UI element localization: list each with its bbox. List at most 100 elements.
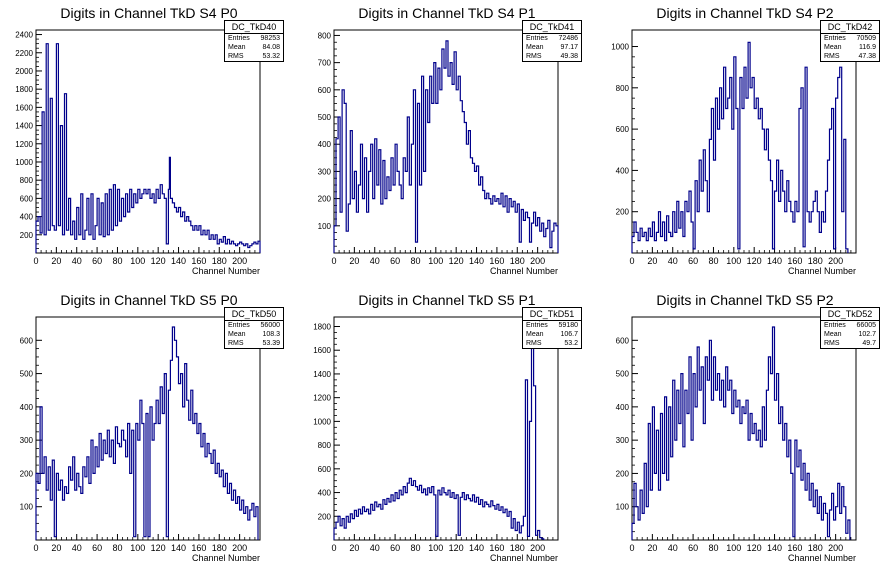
y-tick-label: 200 bbox=[20, 231, 34, 240]
y-tick-label: 500 bbox=[616, 370, 630, 379]
x-tick-label: 120 bbox=[747, 256, 762, 266]
stats-box: DC_TkD50 Entries 56000 Mean 108.3 RMS 53.39 bbox=[224, 307, 284, 349]
stats-row-mean: Mean 106.7 bbox=[523, 330, 581, 339]
histogram-plot: 100 200 300 400 500 600 0 20 40 60 80 100 120 140 160 1… bbox=[616, 316, 857, 563]
histogram-series bbox=[631, 326, 851, 540]
x-tick-label: 120 bbox=[747, 543, 762, 553]
y-tick-label: 200 bbox=[20, 469, 34, 478]
x-tick-label: 0 bbox=[33, 256, 38, 266]
y-tick-label: 200 bbox=[616, 208, 630, 217]
stats-value: 102.7 bbox=[858, 331, 876, 338]
stats-label: Entries bbox=[824, 35, 846, 42]
y-tick-label: 2400 bbox=[15, 31, 33, 40]
stats-name: DC_TkD51 bbox=[523, 308, 581, 321]
y-tick-label: 600 bbox=[20, 194, 34, 203]
chart-title: Digits in Channel TkD S4 P1 bbox=[358, 5, 536, 21]
y-tick-label: 1600 bbox=[15, 103, 33, 112]
y-tick-label: 300 bbox=[20, 436, 34, 445]
x-tick-label: 200 bbox=[828, 543, 843, 553]
y-tick-label: 100 bbox=[616, 503, 630, 512]
x-tick-label: 200 bbox=[530, 543, 545, 553]
y-tick-label: 200 bbox=[318, 195, 332, 204]
x-tick-label: 80 bbox=[410, 256, 420, 266]
stats-value: 70509 bbox=[856, 35, 876, 42]
x-tick-label: 60 bbox=[92, 256, 102, 266]
stats-label: Mean bbox=[526, 44, 544, 51]
x-tick-label: 60 bbox=[92, 543, 102, 553]
stats-label: Entries bbox=[228, 322, 250, 329]
stats-value: 59180 bbox=[558, 322, 578, 329]
histogram-panel-4: Digits in Channel TkD S5 P0 100 200 300 400 5… bbox=[0, 287, 298, 574]
stats-label: Mean bbox=[526, 331, 544, 338]
stats-value: 116.9 bbox=[859, 44, 876, 51]
stats-box: DC_TkD42 Entries 70509 Mean 116.9 RMS 47.38 bbox=[820, 20, 880, 62]
x-tick-label: 20 bbox=[349, 256, 359, 266]
x-tick-label: 120 bbox=[151, 256, 166, 266]
stats-row-entries: Entries 70509 bbox=[821, 34, 879, 43]
stats-name: DC_TkD40 bbox=[225, 21, 283, 34]
stats-label: Entries bbox=[228, 35, 250, 42]
stats-value: 49.38 bbox=[560, 53, 578, 60]
chart-title: Digits in Channel TkD S5 P1 bbox=[358, 292, 536, 308]
stats-label: Mean bbox=[228, 44, 246, 51]
stats-label: RMS bbox=[824, 340, 840, 347]
histogram-series bbox=[333, 40, 559, 253]
stats-label: Entries bbox=[526, 322, 548, 329]
stats-row-mean: Mean 108.3 bbox=[225, 330, 283, 339]
y-tick-label: 500 bbox=[318, 113, 332, 122]
x-tick-label: 40 bbox=[370, 543, 380, 553]
y-tick-label: 800 bbox=[318, 31, 332, 40]
plot-frame bbox=[35, 29, 261, 254]
x-tick-label: 160 bbox=[787, 543, 802, 553]
x-tick-label: 200 bbox=[828, 256, 843, 266]
y-tick-label: 100 bbox=[20, 503, 34, 512]
x-tick-label: 140 bbox=[469, 543, 484, 553]
y-tick-label: 1000 bbox=[611, 43, 629, 52]
histogram-panel-2: Digits in Channel TkD S4 P1 100 200 300 400 5… bbox=[298, 0, 596, 287]
histogram-panel-1: Digits in Channel TkD S4 P0 200 400 600 800 1… bbox=[0, 0, 298, 287]
x-tick-label: 140 bbox=[469, 256, 484, 266]
x-tick-label: 160 bbox=[489, 256, 504, 266]
stats-row-mean: Mean 102.7 bbox=[821, 330, 879, 339]
x-tick-label: 60 bbox=[688, 256, 698, 266]
stats-row-entries: Entries 56000 bbox=[225, 321, 283, 330]
y-tick-label: 100 bbox=[318, 222, 332, 231]
x-tick-label: 120 bbox=[449, 543, 464, 553]
x-tick-label: 100 bbox=[428, 256, 443, 266]
x-tick-label: 40 bbox=[668, 543, 678, 553]
y-tick-label: 600 bbox=[318, 86, 332, 95]
x-tick-label: 200 bbox=[232, 256, 247, 266]
x-tick-label: 180 bbox=[808, 256, 823, 266]
plot-frame bbox=[631, 29, 857, 254]
y-tick-label: 1000 bbox=[313, 417, 331, 426]
histogram-panel-3: Digits in Channel TkD S4 P2 200 400 600 800 1… bbox=[596, 0, 894, 287]
x-tick-label: 140 bbox=[767, 543, 782, 553]
x-tick-label: 80 bbox=[112, 543, 122, 553]
histogram-series bbox=[631, 41, 849, 253]
y-tick-label: 1800 bbox=[313, 322, 331, 331]
x-axis-title: Channel Number bbox=[490, 553, 558, 563]
x-tick-label: 100 bbox=[428, 543, 443, 553]
y-tick-label: 400 bbox=[318, 489, 332, 498]
stats-label: Mean bbox=[228, 331, 246, 338]
stats-value: 49.7 bbox=[862, 340, 876, 347]
stats-label: RMS bbox=[526, 53, 542, 60]
stats-row-entries: Entries 72486 bbox=[523, 34, 581, 43]
stats-box: DC_TkD41 Entries 72486 Mean 97.17 RMS 49.38 bbox=[522, 20, 582, 62]
x-axis-title: Channel Number bbox=[490, 266, 558, 276]
x-tick-label: 80 bbox=[708, 256, 718, 266]
stats-label: Entries bbox=[824, 322, 846, 329]
stats-row-entries: Entries 98253 bbox=[225, 34, 283, 43]
stats-value: 53.2 bbox=[564, 340, 578, 347]
x-tick-label: 0 bbox=[33, 543, 38, 553]
x-tick-label: 20 bbox=[51, 256, 61, 266]
stats-value: 53.32 bbox=[262, 53, 280, 60]
x-tick-label: 0 bbox=[331, 256, 336, 266]
plot-frame bbox=[631, 316, 857, 541]
x-tick-label: 40 bbox=[370, 256, 380, 266]
stats-row-rms: RMS 49.7 bbox=[821, 339, 879, 348]
x-tick-label: 180 bbox=[808, 543, 823, 553]
y-tick-label: 400 bbox=[616, 166, 630, 175]
stats-value: 47.38 bbox=[858, 53, 876, 60]
stats-value: 56000 bbox=[260, 322, 280, 329]
